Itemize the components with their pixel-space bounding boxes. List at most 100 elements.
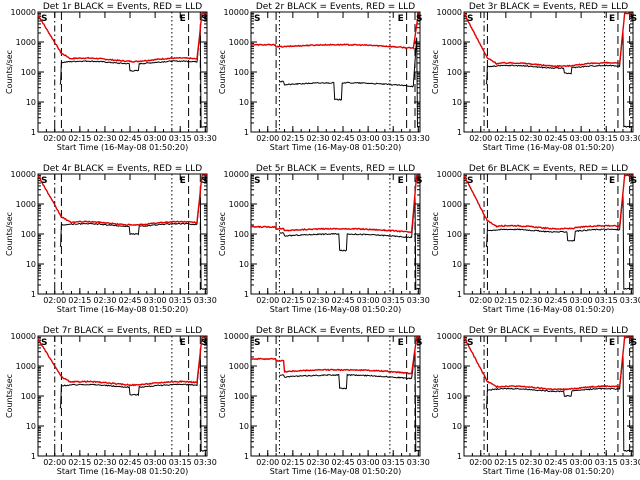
segment-marker: E (609, 338, 615, 348)
y-tick-label: 1 (457, 290, 462, 299)
x-tick-label: 03:15 (595, 296, 618, 305)
y-tick-label: 10000 (11, 8, 36, 17)
events-series-line (59, 353, 208, 452)
chart-panel-5: Det 5r BLACK = Events, RED = LLD 1 10 100 10… (218, 164, 430, 314)
segment-marker: E (398, 176, 404, 186)
panel-title: Det 1r BLACK = Events, RED = LLD (43, 2, 202, 12)
x-tick-label: 02:15 (281, 296, 304, 305)
y-axis-label: Counts/sec (218, 374, 227, 418)
y-tick-label: 100 (447, 230, 462, 239)
lld-series-line (463, 335, 633, 392)
y-tick-label: 10 (26, 422, 36, 431)
lld-series-line (37, 12, 208, 63)
chart-panel-6: Det 6r BLACK = Events, RED = LLD 1 10 100 10… (431, 164, 640, 314)
x-tick-label: 03:30 (620, 134, 640, 143)
x-tick-label: 02:00 (43, 296, 66, 305)
events-series-line (485, 31, 634, 128)
x-axis-label: Start Time (16-May-08 01:50:20) (57, 467, 188, 476)
x-axis-label: Start Time (16-May-08 01:50:20) (483, 143, 614, 152)
events-series-line (59, 29, 208, 128)
segment-marker: S (631, 176, 637, 186)
y-tick-label: 1 (457, 128, 462, 137)
segment-marker: S (416, 176, 422, 186)
panel-title: Det 6r BLACK = Events, RED = LLD (469, 164, 628, 174)
panel-title: Det 7r BLACK = Events, RED = LLD (43, 326, 202, 336)
lld-series-line (37, 336, 208, 387)
y-tick-label: 10000 (224, 170, 249, 179)
x-tick-label: 02:45 (331, 296, 354, 305)
segment-marker: S (254, 338, 260, 348)
y-tick-label: 100 (447, 68, 462, 77)
x-tick-label: 02:00 (256, 296, 279, 305)
plot-frame (463, 11, 634, 133)
y-tick-label: 10000 (437, 332, 462, 341)
x-tick-label: 03:15 (382, 134, 405, 143)
y-tick-label: 10000 (437, 8, 462, 17)
y-tick-label: 1000 (16, 200, 36, 209)
x-tick-label: 02:00 (469, 134, 492, 143)
x-tick-label: 03:30 (620, 296, 640, 305)
plot-frame (37, 335, 208, 457)
chart-panel-2: Det 2r BLACK = Events, RED = LLD 1 10 100 10… (218, 2, 430, 152)
x-tick-label: 03:15 (595, 134, 618, 143)
y-axis-label: Counts/sec (431, 212, 440, 256)
segment-marker: S (201, 176, 207, 186)
x-axis-label: Start Time (16-May-08 01:50:20) (483, 467, 614, 476)
x-axis-label: Start Time (16-May-08 01:50:20) (270, 143, 401, 152)
y-tick-label: 100 (21, 392, 36, 401)
x-tick-label: 03:30 (407, 458, 430, 467)
x-tick-label: 03:00 (570, 134, 593, 143)
y-tick-label: 1000 (16, 38, 36, 47)
x-tick-label: 03:30 (194, 458, 217, 467)
x-tick-label: 03:15 (382, 296, 405, 305)
y-tick-label: 1000 (229, 38, 249, 47)
segment-marker: E (609, 14, 615, 24)
y-tick-label: 100 (234, 392, 249, 401)
chart-panel-9: Det 9r BLACK = Events, RED = LLD 1 10 100 10… (431, 326, 640, 476)
y-axis-label: Counts/sec (5, 212, 14, 256)
x-tick-label: 03:15 (595, 458, 618, 467)
y-tick-label: 10 (26, 260, 36, 269)
y-tick-label: 10000 (437, 170, 462, 179)
segment-marker: E (180, 14, 186, 24)
lld-series-line (463, 174, 634, 230)
x-tick-label: 03:30 (407, 296, 430, 305)
x-tick-label: 02:00 (256, 458, 279, 467)
x-tick-label: 02:45 (118, 296, 141, 305)
x-tick-label: 02:30 (93, 296, 116, 305)
segment-marker: S (201, 14, 207, 24)
y-axis-label: Counts/sec (5, 50, 14, 94)
lld-series-line (37, 174, 207, 227)
y-tick-label: 100 (21, 230, 36, 239)
x-axis-label: Start Time (16-May-08 01:50:20) (57, 143, 188, 152)
y-tick-label: 10 (26, 98, 36, 107)
x-tick-label: 03:00 (357, 134, 380, 143)
x-tick-label: 02:15 (281, 458, 304, 467)
x-tick-label: 03:00 (144, 296, 167, 305)
y-tick-label: 1 (31, 290, 36, 299)
plot-frame (463, 173, 634, 295)
panel-title: Det 3r BLACK = Events, RED = LLD (469, 2, 628, 12)
segment-marker: S (254, 176, 260, 186)
chart-panel-1: Det 1r BLACK = Events, RED = LLD 1 10 100 10… (5, 2, 217, 152)
segment-marker: S (631, 14, 637, 24)
y-axis-label: Counts/sec (431, 374, 440, 418)
plot-frame (37, 173, 208, 295)
panel-title: Det 9r BLACK = Events, RED = LLD (469, 326, 628, 336)
x-tick-label: 02:30 (519, 458, 542, 467)
x-tick-label: 02:45 (544, 296, 567, 305)
segment-marker: S (467, 176, 473, 186)
y-tick-label: 1000 (442, 38, 462, 47)
chart-panel-3: Det 3r BLACK = Events, RED = LLD 1 10 100 10… (431, 2, 640, 152)
segment-marker: S (201, 338, 207, 348)
x-tick-label: 02:30 (306, 134, 329, 143)
x-tick-label: 02:45 (118, 458, 141, 467)
plot-frame (463, 335, 634, 457)
y-tick-label: 1 (31, 128, 36, 137)
y-axis-label: Counts/sec (5, 374, 14, 418)
y-axis-label: Counts/sec (431, 50, 440, 94)
y-tick-label: 1000 (229, 200, 249, 209)
segment-marker: S (41, 176, 47, 186)
x-tick-label: 02:15 (494, 296, 517, 305)
segment-marker: S (467, 14, 473, 24)
